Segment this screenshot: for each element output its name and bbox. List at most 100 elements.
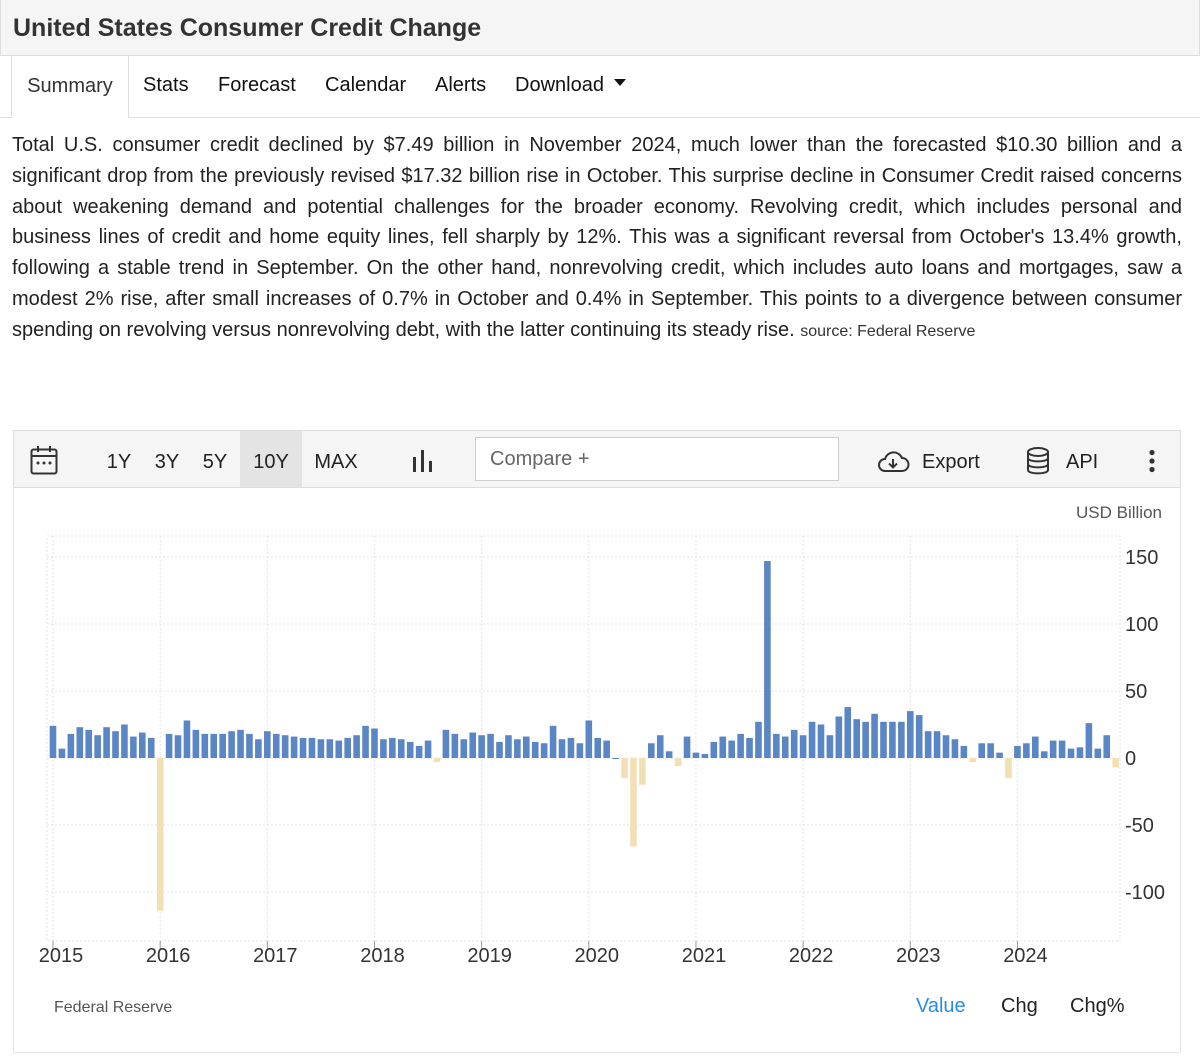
bar[interactable]	[781, 736, 789, 758]
bar[interactable]	[540, 743, 548, 758]
bar[interactable]	[505, 735, 512, 758]
bar[interactable]	[898, 721, 905, 758]
bar[interactable]	[755, 721, 762, 758]
bar[interactable]	[130, 736, 137, 758]
bar[interactable]	[353, 735, 360, 758]
bar[interactable]	[701, 753, 709, 758]
bar[interactable]	[49, 725, 57, 758]
bar[interactable]	[219, 733, 226, 758]
tab-stats[interactable]: Stats	[143, 74, 189, 96]
bar[interactable]	[121, 724, 128, 759]
bar[interactable]	[67, 733, 75, 758]
bar[interactable]	[264, 731, 271, 758]
range-1y-button[interactable]: 1Y	[106, 451, 132, 473]
bar[interactable]	[415, 745, 423, 758]
range-3y-button[interactable]: 3Y	[154, 451, 180, 473]
bar-chart-icon[interactable]	[412, 449, 434, 473]
bar[interactable]	[648, 743, 655, 758]
bar[interactable]	[335, 740, 343, 758]
bar[interactable]	[397, 739, 405, 758]
bar[interactable]	[76, 727, 84, 758]
bar[interactable]	[915, 715, 923, 758]
bar[interactable]	[844, 707, 852, 758]
tab-forecast[interactable]: Forecast	[218, 74, 296, 96]
range-5y-button[interactable]: 5Y	[202, 451, 228, 473]
bar[interactable]	[1112, 758, 1119, 768]
bar[interactable]	[692, 752, 700, 758]
bar[interactable]	[478, 735, 485, 758]
bar[interactable]	[996, 752, 1003, 758]
bar[interactable]	[1032, 736, 1039, 758]
bar[interactable]	[281, 735, 289, 758]
bar[interactable]	[174, 735, 182, 758]
bar[interactable]	[567, 737, 575, 758]
bar[interactable]	[799, 735, 807, 758]
bar[interactable]	[585, 720, 593, 758]
bar[interactable]	[1103, 735, 1111, 758]
compare-input[interactable]	[475, 437, 839, 481]
bar[interactable]	[1094, 748, 1102, 758]
tab-alerts[interactable]: Alerts	[435, 74, 487, 96]
bar[interactable]	[942, 735, 950, 758]
bar[interactable]	[308, 737, 316, 758]
bar[interactable]	[862, 721, 869, 758]
bar[interactable]	[156, 758, 164, 911]
bar[interactable]	[1040, 751, 1048, 758]
bar[interactable]	[442, 729, 450, 758]
bar[interactable]	[835, 716, 843, 758]
bar[interactable]	[960, 745, 968, 758]
bar[interactable]	[576, 743, 584, 758]
bar[interactable]	[371, 728, 378, 758]
bar[interactable]	[746, 737, 753, 758]
bar[interactable]	[817, 724, 825, 759]
bar[interactable]	[549, 725, 557, 758]
bar[interactable]	[933, 731, 941, 758]
bar[interactable]	[1058, 740, 1066, 758]
tab-calendar[interactable]: Calendar	[325, 74, 407, 96]
bar[interactable]	[237, 729, 244, 758]
view-chg-pct-button[interactable]: Chg%	[1070, 995, 1125, 1017]
bar[interactable]	[433, 758, 441, 763]
bar[interactable]	[639, 758, 646, 785]
bar[interactable]	[424, 740, 432, 758]
bar[interactable]	[737, 733, 744, 758]
bar[interactable]	[1049, 740, 1057, 758]
bar[interactable]	[612, 758, 619, 759]
bar[interactable]	[85, 729, 93, 758]
more-vertical-icon[interactable]	[1148, 449, 1156, 473]
bar[interactable]	[496, 741, 503, 758]
bar[interactable]	[317, 739, 325, 758]
bar[interactable]	[1023, 743, 1030, 758]
bar[interactable]	[406, 741, 414, 758]
bar[interactable]	[487, 733, 494, 758]
bar[interactable]	[719, 736, 727, 758]
bar[interactable]	[139, 732, 146, 758]
bar[interactable]	[710, 741, 718, 758]
bar[interactable]	[853, 719, 860, 758]
bar[interactable]	[183, 720, 191, 758]
bar[interactable]	[880, 721, 887, 758]
bar[interactable]	[603, 740, 610, 758]
bar[interactable]	[94, 735, 101, 758]
calendar-icon[interactable]	[30, 445, 58, 475]
bar[interactable]	[380, 739, 387, 758]
bar[interactable]	[299, 737, 307, 758]
bar[interactable]	[103, 727, 110, 758]
bar[interactable]	[272, 733, 280, 758]
bar[interactable]	[201, 733, 209, 758]
bar[interactable]	[1014, 745, 1021, 758]
bar[interactable]	[531, 741, 539, 758]
bar[interactable]	[246, 733, 253, 758]
bar[interactable]	[451, 733, 459, 758]
bar[interactable]	[112, 731, 119, 758]
bar[interactable]	[826, 735, 834, 758]
bar[interactable]	[210, 733, 218, 758]
view-value-button[interactable]: Value	[916, 995, 966, 1017]
bar[interactable]	[344, 737, 351, 758]
bar[interactable]	[1067, 748, 1075, 758]
bar[interactable]	[1076, 747, 1084, 758]
bar[interactable]	[362, 725, 369, 758]
bar[interactable]	[987, 743, 994, 758]
bar[interactable]	[460, 739, 468, 758]
bar[interactable]	[594, 737, 602, 758]
